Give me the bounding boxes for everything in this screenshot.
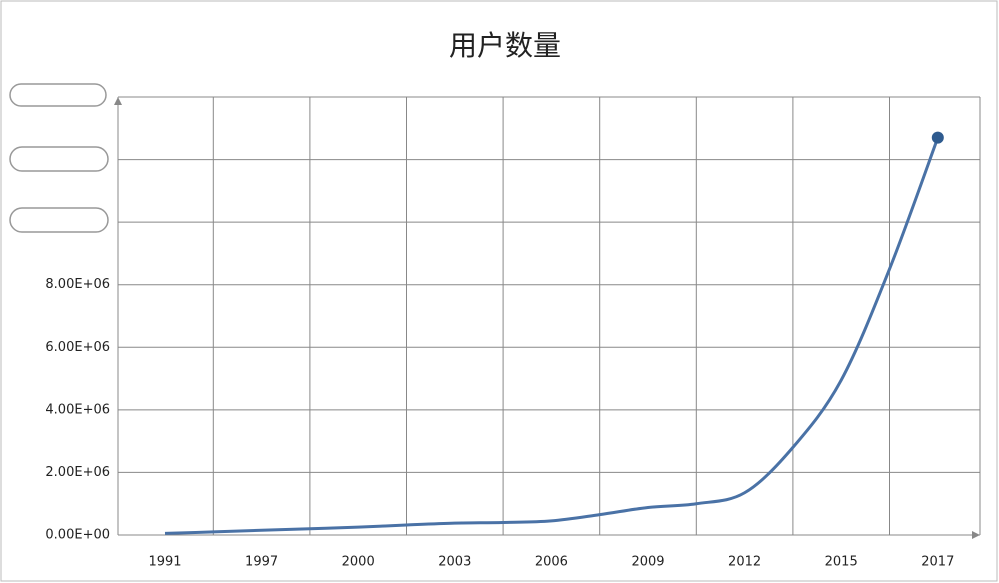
plot-area: 0.00E+00 2.00E+06 4.00E+06 6.00E+06 8.00E+06… (45, 96, 981, 570)
x-tick-label: 1991 (148, 555, 181, 570)
x-tick-label: 2017 (921, 555, 954, 570)
axis-arrow (114, 97, 122, 105)
x-tick-label: 2000 (342, 555, 375, 570)
x-tick-label: 2012 (728, 555, 761, 570)
x-tick-label: 2003 (438, 555, 471, 570)
label-cover (9, 83, 107, 107)
x-tick-label: 2015 (825, 555, 858, 570)
chart-title: 用户数量 (449, 29, 561, 62)
y-tick-label: 8.00E+06 (45, 277, 110, 292)
y-tick-label: 6.00E+06 (45, 340, 110, 355)
y-tick-label: 4.00E+06 (45, 402, 110, 417)
hidden-labels (9, 83, 109, 233)
series-line (164, 137, 940, 535)
label-cover (9, 146, 109, 172)
x-tick-label: 1997 (245, 555, 278, 570)
label-cover (9, 207, 109, 233)
end-marker (931, 131, 944, 144)
x-tick-label: 2009 (631, 555, 664, 570)
x-tick-label: 2006 (535, 555, 568, 570)
y-tick-label: 2.00E+06 (45, 465, 110, 480)
axis-arrow (972, 531, 980, 539)
y-tick-label: 0.00E+00 (45, 528, 110, 543)
